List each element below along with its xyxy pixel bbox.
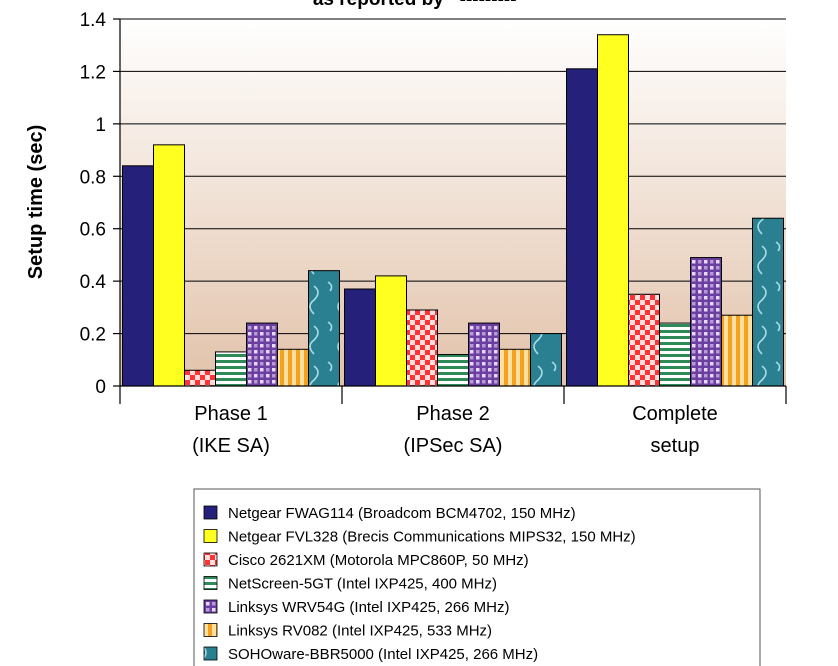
bar: [659, 322, 691, 387]
y-tick-label: 1.4: [80, 10, 107, 31]
chart-title: as reported by ‘ --------- ’: [313, 0, 527, 10]
bar: [752, 217, 784, 387]
legend-swatch: [203, 646, 218, 661]
bar: [437, 354, 469, 387]
y-tick-label: 0.6: [80, 220, 106, 241]
y-tick-labels: 0 0.2 0.4 0.6 0.8 1 1.2 1.4: [80, 10, 107, 398]
bar: [721, 314, 753, 387]
legend-swatch: [203, 529, 218, 543]
bar: [690, 257, 722, 387]
y-tick-label: 0.2: [80, 325, 106, 346]
legend-swatch: [203, 576, 218, 590]
y-tick-label: 0.8: [80, 167, 106, 188]
legend-label: Linksys RV082 (Intel IXP425, 533 MHz): [228, 623, 492, 640]
legend-label: SOHOware-BBR5000 (Intel IXP425, 266 MHz): [228, 646, 538, 663]
legend-label: Netgear FWAG114 (Broadcom BCM4702, 150 M…: [228, 505, 576, 522]
legend-label: Netgear FVL328 (Brecis Communications MI…: [228, 529, 636, 546]
bar: [566, 68, 598, 387]
y-tick-label: 1.2: [80, 62, 106, 83]
legend-swatch: [203, 552, 218, 567]
y-tick-label: 1: [95, 115, 106, 136]
x-category-label: (IPSec SA): [404, 435, 503, 457]
gridlines: [120, 18, 786, 335]
x-category-label: Complete: [632, 403, 718, 425]
legend-swatch: [203, 505, 218, 520]
bar: [344, 288, 376, 387]
legend-box: [193, 488, 761, 666]
legend-label: NetScreen-5GT (Intel IXP425, 400 MHz): [228, 576, 497, 593]
bar: [499, 348, 531, 387]
bar: [597, 34, 629, 387]
bar: [406, 309, 438, 387]
bar: [628, 293, 660, 387]
bar: [153, 144, 185, 387]
y-axis-label: Setup time (sec): [25, 125, 47, 279]
x-category-label: Phase 2: [416, 403, 489, 425]
bar: [246, 322, 278, 387]
x-category-label: Phase 1: [194, 403, 267, 425]
bars: [122, 34, 784, 387]
y-tick-label: 0: [95, 377, 106, 398]
bar: [468, 322, 500, 387]
legend: Netgear FWAG114 (Broadcom BCM4702, 150 M…: [193, 488, 761, 666]
y-tick-label: 0.4: [80, 272, 107, 293]
bar: [277, 348, 309, 387]
bar: [308, 270, 340, 387]
x-category-label: (IKE SA): [192, 435, 270, 457]
legend-swatch: [203, 599, 218, 614]
legend-label: Cisco 2621XM (Motorola MPC860P, 50 MHz): [228, 552, 529, 569]
bar: [184, 369, 216, 387]
legend-swatch: [203, 623, 218, 637]
legend-label: Linksys WRV54G (Intel IXP425, 266 MHz): [228, 599, 510, 616]
bar: [215, 351, 247, 387]
bar: [375, 275, 407, 387]
x-category-labels: Phase 1 (IKE SA) Phase 2 (IPSec SA) Complete…: [192, 403, 718, 457]
x-category-label: setup: [651, 435, 700, 457]
bar: [530, 333, 562, 387]
bar: [122, 165, 154, 387]
axes: [113, 18, 787, 404]
